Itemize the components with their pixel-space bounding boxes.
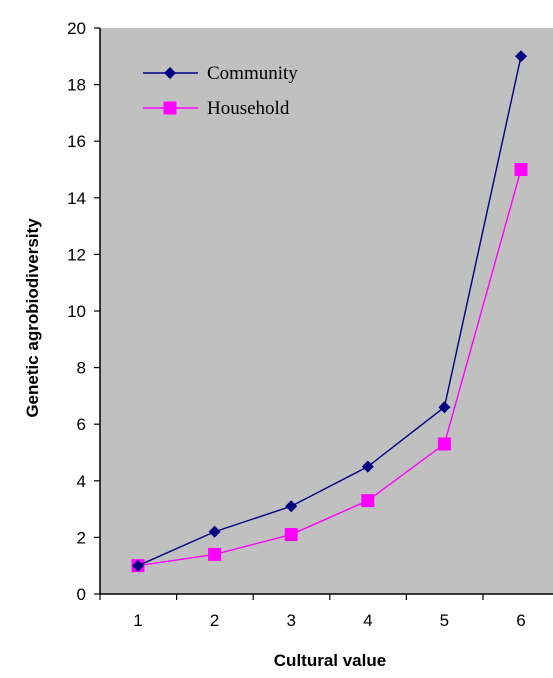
- y-tick-label: 0: [77, 585, 86, 604]
- data-point-community: [438, 401, 451, 414]
- x-axis-title: Cultural value: [274, 651, 386, 670]
- legend-item-household: Household: [143, 98, 290, 119]
- x-tick-label: 5: [440, 611, 449, 630]
- legend-label: Household: [207, 98, 290, 119]
- series-line-community: [137, 56, 522, 567]
- legend-marker: [164, 67, 176, 79]
- data-point-household: [437, 437, 451, 451]
- data-point-community: [208, 525, 221, 538]
- data-point-household: [208, 547, 222, 561]
- data-point-community: [361, 460, 374, 473]
- data-point-household: [514, 163, 528, 176]
- y-axis-ticks: 0 2 4 6 8 10 12 14 16 18 20: [67, 19, 100, 604]
- legend-item-community: Community: [143, 63, 298, 84]
- y-tick-label: 4: [77, 472, 86, 491]
- x-tick-label: 3: [286, 611, 295, 630]
- series-community: [132, 50, 527, 572]
- data-point-community: [285, 500, 298, 513]
- y-tick-label: 14: [67, 189, 86, 208]
- x-tick-label: 6: [516, 611, 525, 630]
- y-tick-label: 20: [67, 19, 86, 38]
- y-tick-label: 10: [67, 302, 86, 321]
- data-point-household: [284, 528, 298, 542]
- x-tick-label: 1: [133, 611, 142, 630]
- series-line-household: [137, 169, 522, 567]
- legend: Community Household: [143, 63, 298, 119]
- data-point-household: [361, 494, 375, 508]
- y-axis-title: Genetic agrobiodiversity: [23, 218, 42, 418]
- y-tick-label: 16: [67, 132, 86, 151]
- x-axis-ticks: 1 2 3 4 5 6: [99, 594, 526, 630]
- y-tick-label: 8: [77, 359, 86, 378]
- x-tick-label: 4: [363, 611, 372, 630]
- series-layer: [131, 50, 528, 573]
- plot-area: [100, 28, 553, 594]
- data-point-community: [515, 50, 527, 63]
- legend-label: Community: [207, 63, 298, 84]
- y-tick-label: 2: [77, 528, 86, 547]
- data-point-community: [132, 559, 144, 572]
- x-tick-label: 2: [210, 611, 219, 630]
- y-tick-label: 6: [77, 415, 86, 434]
- legend-marker: [163, 101, 177, 115]
- y-tick-label: 12: [67, 245, 86, 264]
- y-tick-label: 18: [67, 76, 86, 95]
